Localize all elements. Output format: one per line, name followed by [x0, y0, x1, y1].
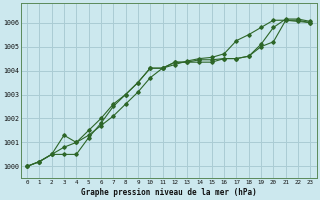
X-axis label: Graphe pression niveau de la mer (hPa): Graphe pression niveau de la mer (hPa): [81, 188, 257, 197]
